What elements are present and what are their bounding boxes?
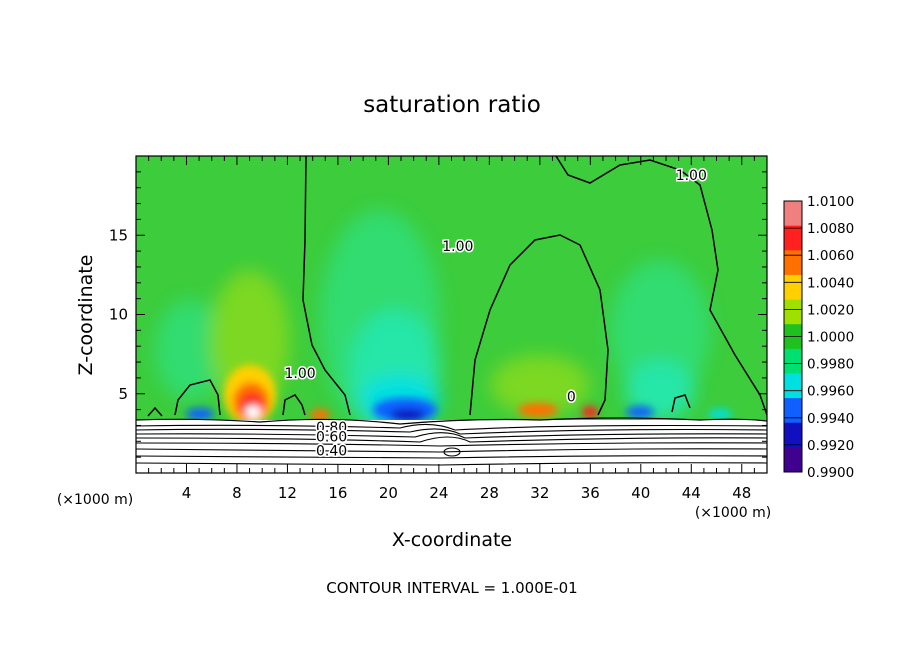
contour-line bbox=[671, 394, 691, 413]
field-blob bbox=[610, 260, 710, 400]
contour-line bbox=[136, 436, 767, 443]
plot-area bbox=[136, 156, 767, 473]
contour-line bbox=[136, 432, 767, 439]
contour-label: 1.00 bbox=[442, 239, 473, 255]
x-tick-label: 40 bbox=[631, 484, 650, 502]
colorbar: 1.0100 1.0080 1.0060 1.0040 1.0020 1.0000 0.99… bbox=[783, 194, 854, 481]
field-blob bbox=[210, 270, 290, 410]
contour-line bbox=[555, 156, 767, 416]
field-blob bbox=[390, 409, 426, 421]
colorbar-swatch bbox=[784, 250, 802, 276]
x-tick-label: 16 bbox=[328, 484, 347, 502]
x-axis: 4 8 12 16 20 24 28 32 36 40 44 48 bbox=[148, 156, 755, 502]
colorbar-label: 0.9980 bbox=[807, 357, 854, 373]
contour-lines bbox=[147, 156, 767, 417]
x-tick-label: 32 bbox=[530, 484, 549, 502]
lower-band-edge bbox=[136, 417, 767, 425]
colorbar-label: 1.0040 bbox=[807, 275, 854, 291]
colorbar-swatch bbox=[784, 348, 802, 374]
x-tick-label: 28 bbox=[480, 484, 499, 502]
colorbar-swatch bbox=[784, 299, 802, 325]
colorbar-label: 0.9920 bbox=[807, 438, 854, 454]
field-blob bbox=[186, 408, 214, 420]
y-tick-label: 10 bbox=[109, 306, 128, 324]
colorbar-label: 0.9900 bbox=[807, 465, 854, 481]
colorbar-label: 1.0060 bbox=[807, 248, 854, 264]
contour-line bbox=[136, 423, 767, 431]
contour-line bbox=[136, 428, 767, 435]
contour-line bbox=[147, 406, 163, 417]
colorbar-swatch bbox=[784, 422, 802, 448]
x-unit-label: (×1000 m) bbox=[695, 505, 771, 521]
x-tick-label: 12 bbox=[278, 484, 297, 502]
contour-label: 0.40 bbox=[316, 444, 347, 460]
colorbar-label: 0.9960 bbox=[807, 384, 854, 400]
contour-line bbox=[136, 448, 767, 453]
contour-line bbox=[136, 455, 767, 459]
x-tick-label: 8 bbox=[232, 484, 242, 502]
colorbar-swatch bbox=[784, 225, 802, 251]
colorbar-swatch bbox=[784, 373, 802, 399]
contour-label: 0.80 bbox=[316, 420, 347, 436]
x-tick-label: 48 bbox=[732, 484, 751, 502]
field-blob bbox=[490, 355, 590, 415]
contour-line bbox=[443, 447, 461, 457]
x-tick-label: 4 bbox=[182, 484, 192, 502]
x-tick-label: 44 bbox=[682, 484, 701, 502]
x-tick-label: 24 bbox=[429, 484, 448, 502]
contour-line bbox=[136, 462, 767, 466]
field-blob bbox=[626, 406, 654, 418]
z-unit-label: (×1000 m) bbox=[57, 492, 133, 508]
colorbar-label: 1.0000 bbox=[807, 330, 854, 346]
contour-line bbox=[469, 234, 609, 416]
colorbar-swatch bbox=[784, 201, 802, 227]
contour-label: 1.00 bbox=[676, 168, 707, 184]
x-axis-title: X-coordinate bbox=[392, 529, 512, 551]
y-tick-label: 15 bbox=[109, 226, 128, 244]
field-blob bbox=[245, 405, 261, 419]
colorbar-label: 1.0080 bbox=[807, 221, 854, 237]
colorbar-swatch bbox=[784, 398, 802, 424]
low-contours bbox=[136, 423, 767, 466]
y-axis: 5 10 15 bbox=[109, 171, 767, 458]
contour-label: 0.60 bbox=[316, 429, 347, 445]
chart-title: saturation ratio bbox=[363, 92, 541, 118]
field-blob bbox=[518, 403, 558, 417]
x-tick-label: 36 bbox=[581, 484, 600, 502]
contour-line bbox=[136, 442, 767, 447]
field-blob bbox=[708, 409, 732, 419]
y-axis-title: Z-coordinate bbox=[75, 255, 97, 376]
field-blob bbox=[155, 300, 225, 400]
colorbar-label: 1.0100 bbox=[807, 194, 854, 210]
contour-line bbox=[174, 379, 221, 416]
colorbar-label: 1.0020 bbox=[807, 302, 854, 318]
field-blob bbox=[310, 409, 330, 421]
colorbar-swatch bbox=[784, 274, 802, 301]
x-tick-label: 20 bbox=[379, 484, 398, 502]
contour-line bbox=[282, 394, 306, 416]
contour-line bbox=[302, 156, 351, 416]
contour-label: 1.00 bbox=[284, 366, 315, 382]
field-blob bbox=[625, 360, 695, 420]
contour-interval-note: CONTOUR INTERVAL = 1.000E-01 bbox=[326, 579, 577, 597]
field-blob bbox=[582, 406, 598, 418]
colorbar-label: 0.9940 bbox=[807, 411, 854, 427]
colorbar-swatch bbox=[784, 447, 802, 473]
y-tick-label: 5 bbox=[118, 385, 128, 403]
contour-labels: 1.00 1.00 1.00 0 0.800.600.40 bbox=[283, 166, 708, 461]
contour-label: 0 bbox=[567, 390, 576, 406]
